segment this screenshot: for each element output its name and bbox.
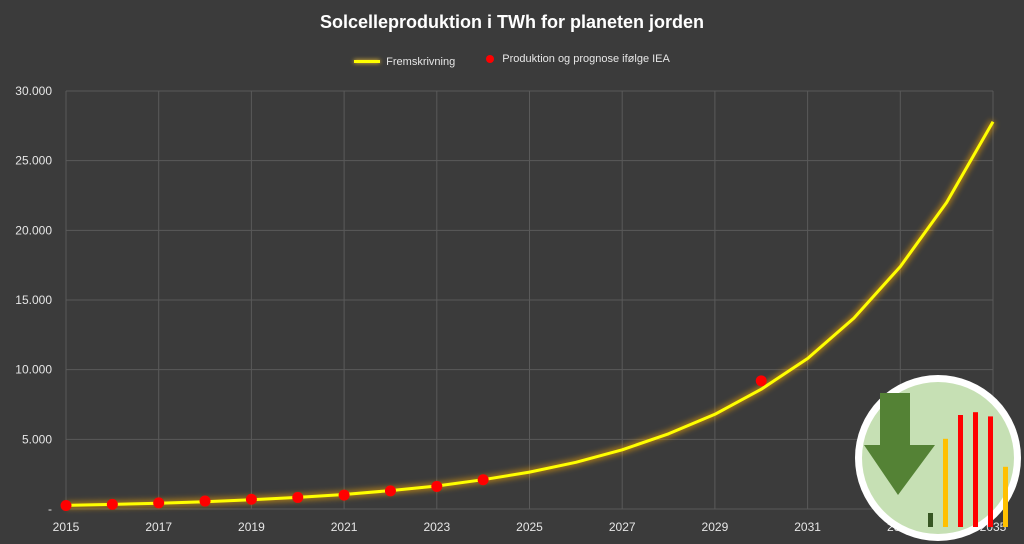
y-tick-label: 20.000 — [15, 223, 52, 237]
down-arrow-bar-chart-icon — [855, 375, 1021, 541]
legend-dot-swatch — [486, 55, 495, 63]
grid-lines — [65, 90, 994, 510]
legend-line-swatch — [354, 60, 381, 63]
y-tick-label: 10.000 — [15, 363, 52, 377]
badge-bar — [1003, 466, 1008, 527]
legend-label-iea: Produktion og prognose ifølge IEA — [502, 53, 670, 65]
x-tick-label: 2021 — [331, 520, 358, 534]
data-point-iea — [431, 480, 443, 492]
y-tick-label: 15.000 — [15, 293, 52, 307]
data-point-iea — [755, 375, 767, 387]
legend-label-fremskrivning: Fremskrivning — [386, 55, 456, 68]
x-tick-label: 2015 — [53, 520, 80, 534]
data-point-iea — [338, 489, 350, 501]
data-point-iea — [106, 498, 118, 510]
badge-bar — [988, 416, 993, 527]
x-tick-label: 2031 — [794, 520, 821, 534]
data-point-iea — [384, 485, 396, 497]
badge-bar — [958, 415, 963, 527]
y-tick-label: - — [48, 502, 52, 516]
legend-item-fremskrivning: Fremskrivning — [354, 56, 455, 68]
x-tick-label: 2017 — [145, 520, 172, 534]
data-point-iea — [245, 493, 257, 505]
badge-bar — [973, 412, 978, 527]
chart-legend: Fremskrivning Produktion og prognose ifø… — [0, 53, 1024, 68]
x-tick-label: 2023 — [423, 520, 450, 534]
series-line-fremskrivning — [65, 120, 995, 507]
badge-bar — [943, 438, 948, 527]
x-tick-label: 2025 — [516, 520, 543, 534]
down-arrow-icon — [864, 393, 935, 495]
y-tick-label: 30.000 — [15, 84, 52, 98]
data-point-iea — [153, 497, 165, 509]
data-point-iea — [60, 500, 72, 512]
chart-title: Solcelleproduktion i TWh for planeten jo… — [319, 12, 704, 32]
x-tick-label: 2019 — [238, 520, 265, 534]
x-tick-label: 2029 — [702, 520, 729, 534]
y-tick-label: 25.000 — [15, 154, 52, 168]
x-tick-label: 2027 — [609, 520, 636, 534]
y-tick-label: 5.000 — [22, 432, 52, 446]
data-point-iea — [477, 474, 489, 486]
badge-bar — [928, 513, 933, 527]
legend-item-iea: Produktion og prognose ifølge IEA — [486, 53, 670, 65]
series-layer — [60, 119, 997, 512]
data-point-iea — [292, 491, 304, 503]
data-point-iea — [199, 495, 211, 507]
